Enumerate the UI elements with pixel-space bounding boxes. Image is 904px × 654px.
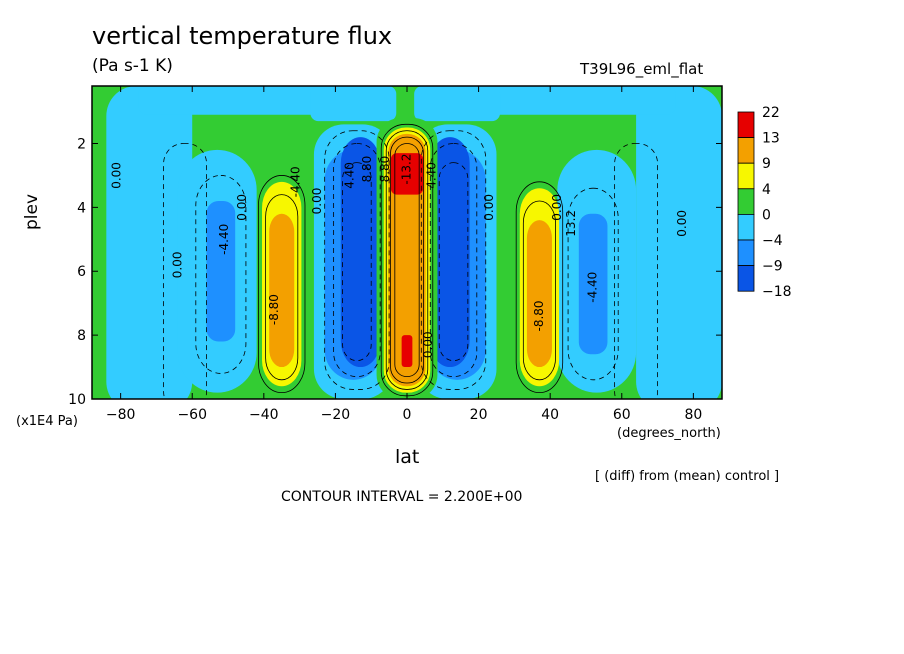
chart-units: (Pa s-1 K) [92, 56, 173, 76]
band-13-to-22-eq-lower [401, 335, 413, 368]
colorbar-label: 22 [762, 105, 780, 121]
band-9-to-13-eq [388, 133, 426, 387]
colorbar-label: −9 [762, 259, 783, 275]
band-neg4-to-0-sh-polar [106, 86, 193, 399]
contour-neg-sh-c [342, 162, 372, 362]
band-neg18-to-neg9-sh [340, 137, 381, 368]
contour-neg-sh-a [324, 130, 390, 390]
contour-lines [163, 123, 658, 399]
contour-label: -13.2 [400, 154, 414, 185]
x-tick-label: 80 [684, 407, 702, 423]
contour-neg-4-40-sh [195, 175, 247, 374]
contour-labels: 0.00 0.00 0.00 0.00 0.00 0.00 0.00 0.00 -4.40 -4.… [110, 154, 690, 359]
contour-eq-b [385, 130, 429, 390]
contour-label: 8.80 [378, 156, 392, 183]
colorbar-swatch [737, 265, 755, 292]
x-tick-label: −40 [249, 407, 279, 423]
diff-note: [ (diff) from (mean) control ] [595, 469, 780, 484]
contour-label: 0.00 [675, 210, 689, 237]
contour-4-40-nh [515, 181, 564, 394]
colorbar-swatch [737, 111, 755, 139]
y-tick-label: 4 [77, 200, 86, 216]
contour-label: 0.00 [550, 194, 564, 221]
colorbar-label: 13 [762, 131, 780, 147]
colorbar-swatch [737, 137, 755, 164]
band-neg18-to-neg9-nh [430, 137, 470, 368]
x-tick-label: 40 [541, 407, 559, 423]
band-neg4-to-0-sh-top2 [310, 86, 397, 122]
contour-label: -4.40 [217, 224, 231, 255]
band-13-to-22-eq-upper [390, 153, 424, 195]
band-9-to-13-sh-mid [269, 213, 295, 368]
chart-title: vertical temperature flux [92, 22, 393, 50]
band-neg9-to-neg4-sh-high [206, 200, 236, 342]
x-tick-label: −20 [321, 407, 351, 423]
x-tick-label: −80 [106, 407, 136, 423]
contour-label: -8.80 [267, 294, 281, 325]
contour-label: 0.00 [235, 194, 249, 221]
contour-neg-nh-a [420, 130, 487, 390]
colorbar-label: −18 [762, 284, 792, 300]
contour-label: 13.2 [564, 210, 578, 237]
colorbar-label: 9 [762, 156, 771, 172]
contour-label: -8.80 [532, 300, 546, 331]
contour-label: 0.00 [421, 331, 435, 358]
contour-label: 8.80 [360, 156, 374, 183]
colorbar-label: 4 [762, 182, 771, 198]
x-ticks: −80 −60 −40 −20 0 20 40 60 80 [106, 86, 702, 423]
contour-label: -4.40 [586, 272, 600, 303]
band-neg4-to-0-sh-top [138, 86, 354, 115]
x-tick-label: −60 [177, 407, 207, 423]
contour-label: 4.40 [342, 162, 356, 189]
y-axis-unit: (x1E4 Pa) [16, 414, 78, 429]
contour-interval: CONTOUR INTERVAL = 2.200E+00 [281, 489, 523, 505]
contour-label: -4.40 [289, 166, 303, 197]
contour-neg-nh-c [438, 162, 469, 362]
band-9-to-13-nh-mid [526, 220, 552, 368]
contour-label: 0.00 [170, 251, 184, 278]
x-tick-label: 0 [403, 407, 412, 423]
contour-4-40-sh [258, 175, 306, 394]
x-axis-label: lat [395, 446, 420, 468]
contour-eq-d [394, 143, 420, 378]
contour-neg-nh-outer [614, 143, 658, 399]
colorbar: 22 13 9 4 0 −4 −9 −18 [737, 105, 792, 300]
band-neg4-to-0-nh-top2 [414, 86, 501, 122]
x-tick-label: 60 [613, 407, 631, 423]
y-tick-label: 2 [77, 136, 86, 152]
contour-label: 0.00 [310, 188, 324, 215]
contour-label: 0.00 [482, 194, 496, 221]
contour-label: 4.40 [425, 162, 439, 189]
band-neg4-to-0-nh-top [460, 86, 676, 115]
colorbar-swatch [737, 188, 755, 215]
contour-fills [92, 86, 722, 399]
x-axis-unit: (degrees_north) [617, 426, 721, 441]
colorbar-label: 0 [762, 207, 771, 223]
colorbar-swatch [737, 239, 755, 267]
y-tick-label: 6 [77, 264, 86, 280]
band-neg9-to-neg4-nh-high [578, 213, 608, 355]
y-tick-label: 10 [68, 392, 86, 408]
colorbar-swatch [737, 162, 755, 190]
contour-8-80-nh [522, 200, 556, 381]
contour-label: 0.00 [110, 162, 124, 189]
contour-eq-c [390, 136, 424, 384]
contour-neg-sh-b [333, 143, 381, 378]
contour-neg-nh-b [429, 143, 478, 378]
colorbar-swatch [737, 213, 755, 241]
y-tick-label: 8 [77, 328, 86, 344]
contour-8-80-sh [265, 194, 299, 381]
band-neg4-to-0-nh-polar [636, 86, 722, 399]
contour-neg-sh-outer [163, 143, 207, 399]
run-label: T39L96_eml_flat [580, 60, 704, 78]
colorbar-label: −4 [762, 233, 783, 249]
x-tick-label: 20 [470, 407, 488, 423]
y-ticks: 2 4 6 8 10 [68, 136, 722, 408]
contour-neg-4-40-nh [567, 187, 619, 381]
